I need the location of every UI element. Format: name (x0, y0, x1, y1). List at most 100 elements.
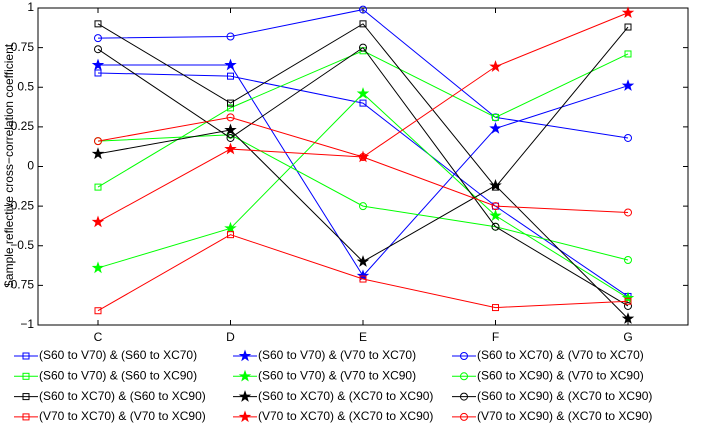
marker (224, 221, 237, 234)
marker (356, 255, 370, 267)
marker (91, 58, 105, 71)
y-tick-label: −1 (20, 317, 34, 331)
marker (224, 142, 237, 155)
marker (492, 113, 499, 121)
marker (356, 87, 370, 99)
marker (238, 349, 252, 362)
marker (621, 79, 635, 91)
series-line (97, 72, 629, 297)
marker (460, 372, 468, 381)
marker (359, 152, 367, 161)
series-line (97, 92, 629, 299)
legend-label: (S60 to XC70) & (V70 to XC70) (477, 348, 644, 362)
marker (94, 45, 102, 54)
legend-label: (V70 to XC90) & (XC70 to XC90) (477, 409, 652, 423)
marker (491, 202, 500, 211)
marker (489, 60, 502, 72)
legend-label: (S60 to V70) & (V70 to XC70) (258, 348, 416, 362)
marker (489, 122, 502, 134)
legend-label: (S60 to XC90) & (XC70 to XC90) (477, 389, 652, 403)
marker (238, 410, 252, 423)
marker (22, 372, 30, 380)
marker (91, 215, 105, 228)
legend: (S60 to V70) & (S60 to XC70) (S60 to V70)… (14, 348, 652, 423)
marker (224, 58, 237, 71)
marker (624, 50, 632, 58)
marker (460, 412, 468, 421)
marker (359, 20, 367, 28)
y-axis-label: Sample reflective cross−correlation coef… (2, 43, 16, 288)
series-line (97, 23, 629, 188)
marker (491, 222, 500, 231)
marker (226, 133, 235, 142)
legend-label: (V70 to XC70) & (V70 to XC90) (39, 409, 206, 423)
y-tick-label: −0.25 (4, 198, 35, 212)
marker (624, 256, 632, 265)
marker (624, 301, 632, 310)
marker (226, 113, 235, 122)
marker (22, 393, 30, 401)
marker (227, 99, 234, 107)
series-line (97, 234, 629, 312)
marker (224, 123, 237, 136)
marker (91, 147, 105, 160)
marker (489, 209, 502, 221)
marker (460, 392, 468, 401)
marker (621, 291, 635, 304)
marker (22, 413, 30, 421)
x-tick-label: D (226, 330, 235, 344)
marker (227, 231, 234, 239)
marker (359, 5, 367, 14)
legend-label: (S60 to XC70) & (XC70 to XC90) (258, 389, 433, 403)
x-tick-label: G (623, 330, 632, 344)
marker (492, 304, 499, 312)
marker (624, 23, 632, 31)
x-tick-label: C (94, 330, 103, 344)
marker (624, 208, 632, 217)
legend-label: (S60 to XC70) & (S60 to XC90) (39, 389, 206, 403)
marker (359, 275, 367, 283)
legend-label: (S60 to XC90) & (V70 to XC90) (477, 368, 644, 382)
marker (22, 352, 30, 360)
marker (94, 34, 102, 43)
marker (238, 369, 252, 382)
marker (227, 72, 234, 80)
marker (91, 261, 105, 274)
legend-label: (S60 to V70) & (S60 to XC70) (39, 348, 197, 362)
legend-label: (S60 to V70) & (V70 to XC90) (258, 368, 416, 382)
marker (94, 183, 102, 191)
marker (226, 32, 235, 41)
marker (624, 133, 632, 142)
marker (94, 69, 102, 77)
marker (624, 297, 632, 305)
marker (356, 269, 370, 282)
marker (227, 104, 234, 112)
marker (94, 137, 102, 146)
y-tick-label: 0 (27, 159, 34, 173)
y-tick-label: −0.75 (4, 278, 35, 292)
y-tick-label: 0.5 (17, 79, 34, 93)
marker (621, 6, 635, 19)
marker (94, 307, 102, 315)
marker (94, 20, 102, 28)
marker (460, 352, 468, 360)
marker (621, 312, 635, 324)
y-tick-label: 0.75 (11, 40, 35, 54)
series-line (97, 9, 629, 139)
y-tick-label: 1 (27, 0, 34, 14)
legend-label: (V70 to XC70) & (XC70 to XC90) (258, 409, 433, 423)
series-line (97, 46, 629, 307)
marker (359, 43, 367, 52)
marker (359, 99, 367, 107)
y-tick-label: 0.25 (11, 119, 35, 133)
x-tick-label: E (359, 330, 367, 344)
x-tick-label: F (492, 330, 499, 344)
y-tick-label: −0.5 (10, 238, 34, 252)
legend-label: (S60 to V70) & (S60 to XC90) (39, 368, 197, 382)
marker (359, 202, 367, 211)
series-line (97, 134, 629, 261)
marker (238, 390, 252, 402)
marker (489, 178, 502, 191)
series-line (97, 116, 629, 213)
